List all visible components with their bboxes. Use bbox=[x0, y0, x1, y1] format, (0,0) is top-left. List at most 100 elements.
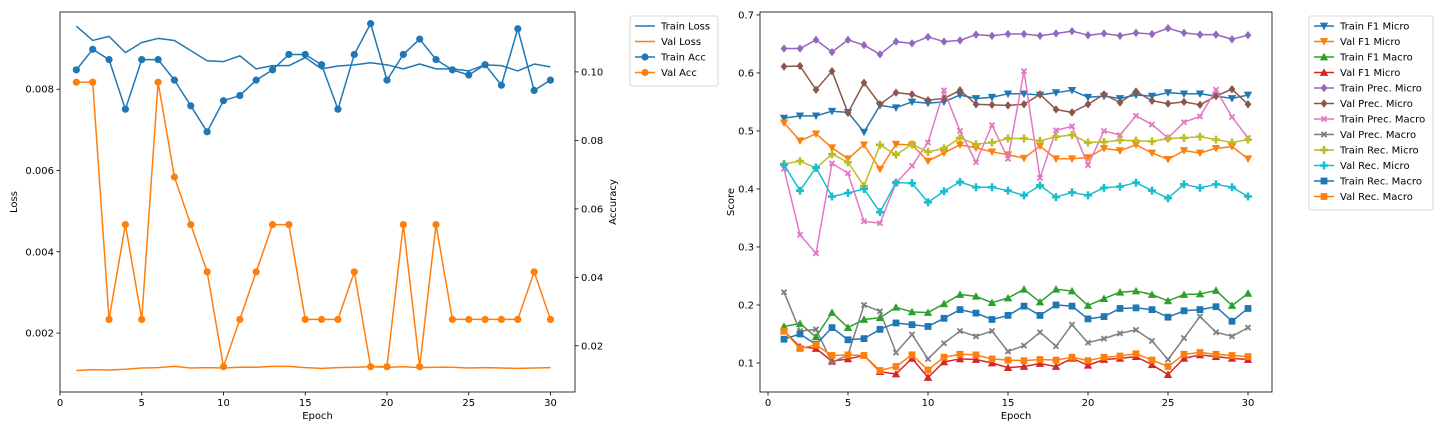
data-point bbox=[812, 85, 820, 94]
y2-tick-label: 0.06 bbox=[581, 204, 603, 215]
legend-label: Train Loss bbox=[660, 22, 710, 33]
data-point bbox=[334, 105, 342, 113]
data-point bbox=[1132, 112, 1140, 120]
y-tick-label: 0.004 bbox=[25, 247, 54, 258]
data-point bbox=[1036, 312, 1044, 319]
data-point bbox=[530, 268, 538, 276]
data-point bbox=[252, 76, 260, 84]
data-point bbox=[908, 321, 916, 329]
data-point bbox=[1163, 155, 1173, 164]
data-point bbox=[1212, 329, 1220, 336]
data-point bbox=[1067, 155, 1077, 163]
data-point bbox=[1164, 194, 1172, 203]
legend-label: Train Rec. Micro bbox=[1339, 146, 1419, 157]
data-point bbox=[1147, 92, 1157, 101]
series-8 bbox=[780, 289, 1252, 366]
legend-item: Val Prec. Macro bbox=[1314, 130, 1416, 141]
data-point bbox=[796, 61, 804, 71]
data-point bbox=[367, 363, 375, 371]
data-point bbox=[1084, 357, 1092, 365]
data-point bbox=[1228, 183, 1236, 192]
legend-marker bbox=[1320, 161, 1328, 170]
data-point bbox=[812, 250, 820, 257]
x-tick-label: 30 bbox=[544, 398, 557, 409]
data-point bbox=[1084, 161, 1092, 169]
data-point bbox=[859, 128, 869, 137]
data-point bbox=[924, 95, 932, 105]
data-point bbox=[1132, 178, 1140, 187]
data-point bbox=[907, 98, 917, 107]
data-point bbox=[1163, 296, 1173, 305]
data-point bbox=[828, 150, 836, 159]
data-point bbox=[828, 192, 836, 201]
data-point bbox=[203, 128, 211, 136]
data-point bbox=[1180, 133, 1188, 142]
data-point bbox=[121, 220, 129, 229]
data-point bbox=[987, 298, 997, 307]
x-tick-label: 5 bbox=[845, 398, 851, 409]
data-point bbox=[876, 325, 884, 333]
data-point bbox=[891, 104, 901, 112]
data-point bbox=[859, 141, 869, 150]
data-point bbox=[892, 37, 900, 46]
legend-item: Val Prec. Micro bbox=[1314, 99, 1413, 110]
data-point bbox=[780, 335, 788, 343]
data-point bbox=[1244, 192, 1252, 201]
series-line bbox=[783, 134, 1249, 187]
data-point bbox=[1004, 29, 1012, 39]
data-point bbox=[1116, 352, 1124, 360]
data-point bbox=[796, 157, 804, 166]
data-point bbox=[1067, 86, 1077, 95]
data-point bbox=[1020, 357, 1028, 365]
data-point bbox=[1180, 97, 1188, 107]
data-point bbox=[779, 114, 789, 123]
data-point bbox=[1131, 286, 1141, 295]
data-point bbox=[844, 351, 852, 359]
legend-marker bbox=[1320, 99, 1328, 108]
data-point bbox=[89, 45, 97, 53]
data-point bbox=[828, 47, 836, 57]
data-point bbox=[1243, 289, 1253, 297]
data-point bbox=[1164, 313, 1172, 321]
data-point bbox=[1244, 135, 1252, 144]
data-point bbox=[1228, 317, 1236, 325]
data-point bbox=[1083, 154, 1093, 162]
data-point bbox=[416, 35, 424, 43]
data-point bbox=[955, 141, 965, 150]
data-point bbox=[1116, 131, 1124, 139]
data-point bbox=[940, 187, 948, 196]
data-point bbox=[860, 40, 868, 50]
legend-item: Val Acc bbox=[635, 68, 697, 79]
data-point bbox=[796, 231, 804, 238]
data-point bbox=[1052, 29, 1060, 38]
data-point bbox=[1132, 87, 1140, 96]
data-point bbox=[1196, 183, 1204, 192]
data-point bbox=[219, 363, 228, 371]
data-point bbox=[1148, 96, 1156, 105]
data-point bbox=[187, 102, 195, 110]
legend-label: Val Rec. Micro bbox=[1340, 161, 1410, 172]
data-point bbox=[1035, 297, 1045, 306]
data-point bbox=[844, 158, 852, 167]
data-point bbox=[1100, 183, 1108, 192]
y-axis-label: Score bbox=[726, 188, 737, 216]
data-point bbox=[1004, 101, 1012, 110]
legend: Train F1 Micro Val F1 Micro Train F1 Macro… bbox=[1308, 15, 1434, 211]
data-point bbox=[448, 315, 456, 324]
data-point bbox=[1020, 191, 1028, 200]
data-point bbox=[1227, 301, 1237, 309]
data-point bbox=[956, 327, 964, 335]
data-point bbox=[924, 355, 932, 363]
data-point bbox=[844, 189, 852, 198]
data-point bbox=[796, 186, 804, 195]
data-point bbox=[1132, 28, 1140, 38]
data-point bbox=[1051, 89, 1061, 97]
data-point bbox=[187, 220, 195, 229]
data-point bbox=[1196, 30, 1204, 39]
data-point bbox=[908, 179, 916, 188]
data-point bbox=[876, 100, 884, 109]
data-point bbox=[1004, 155, 1012, 162]
data-point bbox=[416, 363, 424, 371]
data-point bbox=[138, 55, 146, 64]
data-point bbox=[138, 315, 146, 324]
